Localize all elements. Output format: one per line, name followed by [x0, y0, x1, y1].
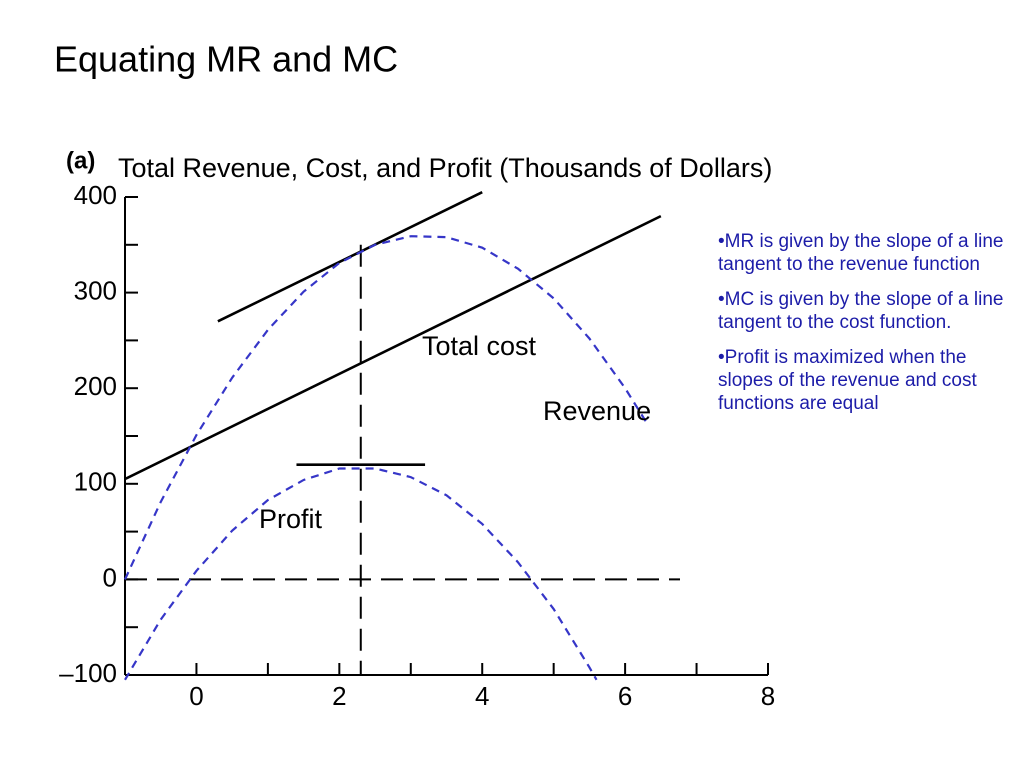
series-line — [124, 214, 662, 481]
bullet-list: •MR is given by the slope of a line tang… — [718, 230, 1008, 427]
x-tick-label: 6 — [618, 681, 632, 711]
y-tick-label: 0 — [103, 562, 117, 592]
x-tick-label: 2 — [332, 681, 346, 711]
y-tick-label: 300 — [74, 275, 117, 305]
x-tick-label: 0 — [189, 681, 203, 711]
bullet: •MC is given by the slope of a line tang… — [718, 289, 1004, 333]
x-tick-label: 8 — [761, 681, 775, 711]
y-tick-label: 400 — [74, 180, 117, 210]
chart-title: Total Revenue, Cost, and Profit (Thousan… — [118, 153, 772, 183]
series-label: Total cost — [422, 331, 537, 361]
bullet: •Profit is maximized when the slopes of … — [718, 347, 977, 414]
bullet: •MR is given by the slope of a line tang… — [718, 231, 1004, 275]
y-tick-label: 200 — [74, 371, 117, 401]
y-tick-label: –100 — [59, 658, 117, 688]
panel-label: (a) — [66, 147, 95, 174]
x-tick-label: 4 — [475, 681, 489, 711]
series-label: Revenue — [543, 396, 651, 426]
series-label: Profit — [259, 504, 323, 534]
series-line — [124, 235, 648, 580]
slide-title: Equating MR and MC — [54, 39, 398, 80]
y-tick-label: 100 — [74, 467, 117, 497]
